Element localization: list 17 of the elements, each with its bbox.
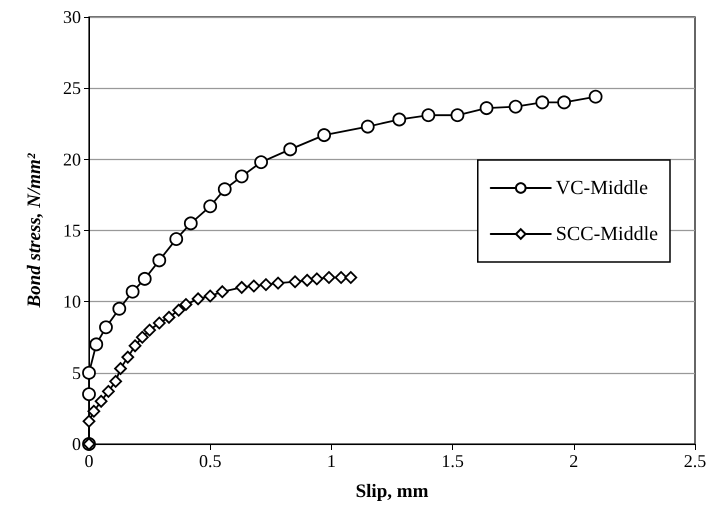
y-tick-label: 20	[63, 149, 81, 170]
x-tick-label: 2.5	[684, 451, 706, 471]
x-tick-label: 1	[326, 451, 336, 471]
legend-label: VC-Middle	[556, 177, 648, 199]
y-tick-label: 30	[63, 7, 81, 27]
y-tick-label: 0	[72, 434, 81, 454]
x-axis-title: Slip, mm	[356, 481, 429, 502]
x-tick-label: 0.5	[198, 451, 222, 471]
y-tick-label: 10	[63, 292, 81, 312]
x-tick-label: 1.5	[441, 451, 464, 471]
y-tick-label: 15	[63, 220, 81, 240]
x-tick-label: 2	[569, 451, 578, 471]
y-axis-title: Bond stress, N/mm²	[24, 152, 45, 309]
x-tick-label: 0	[84, 451, 94, 471]
y-tick-label: 5	[72, 362, 81, 383]
y-tick-label: 25	[63, 78, 81, 98]
legend-label: SCC-Middle	[556, 223, 658, 245]
